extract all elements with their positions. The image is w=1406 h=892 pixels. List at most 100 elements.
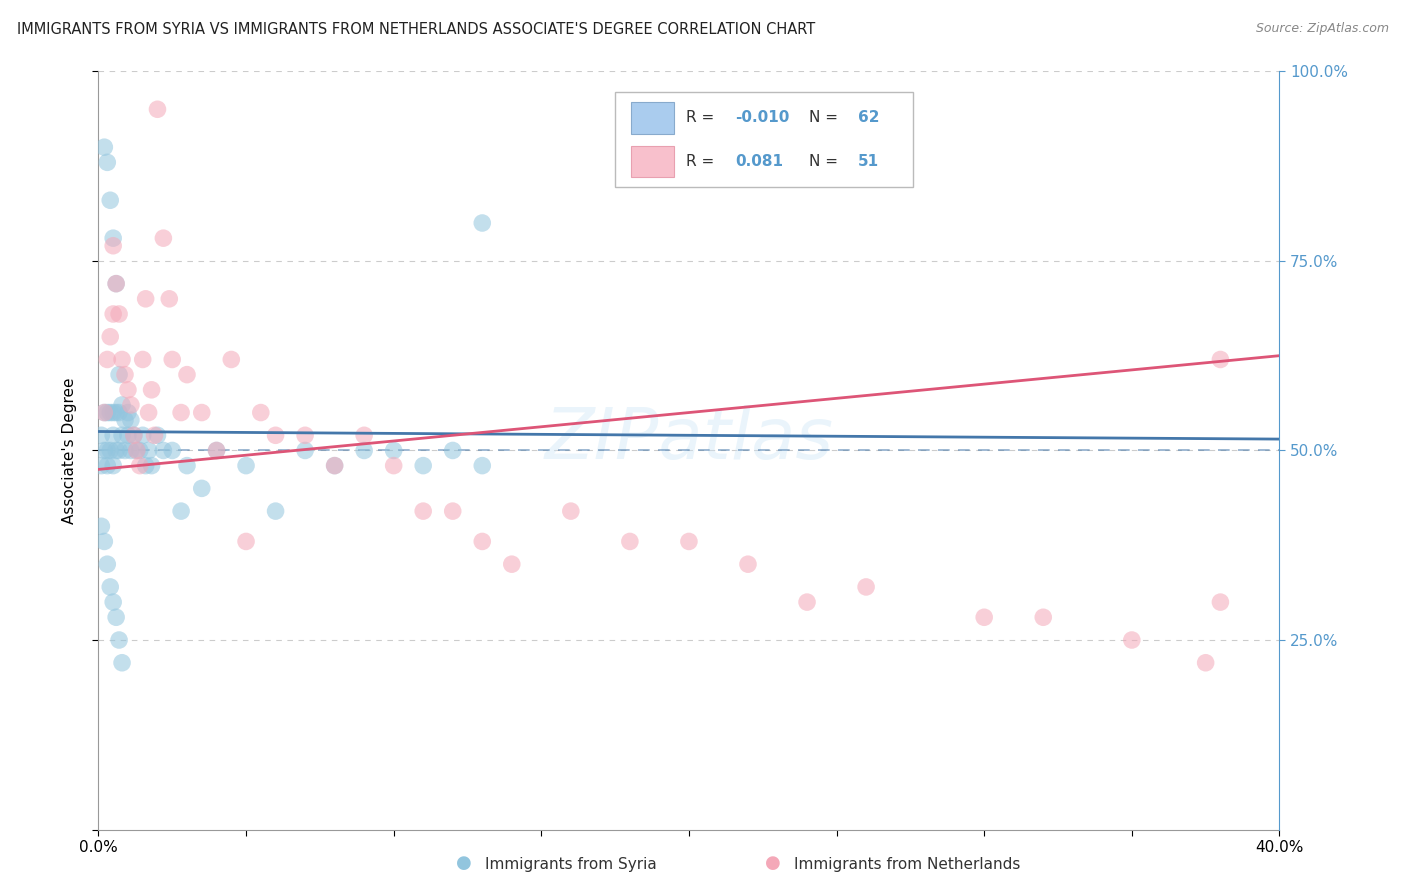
- Point: [122, 428, 145, 442]
- Point: [111, 656, 134, 670]
- Point: [90, 458, 112, 473]
- Text: Source: ZipAtlas.com: Source: ZipAtlas.com: [1256, 22, 1389, 36]
- Point: [191, 405, 214, 420]
- Point: [108, 405, 131, 420]
- Point: [108, 307, 131, 321]
- Y-axis label: Associate's Degree: Associate's Degree: [62, 377, 77, 524]
- Text: Immigrants from Netherlands: Immigrants from Netherlands: [794, 857, 1021, 872]
- Point: [152, 231, 174, 245]
- Point: [125, 443, 148, 458]
- Point: [132, 352, 155, 367]
- Point: [103, 595, 125, 609]
- Point: [120, 413, 142, 427]
- Point: [128, 443, 150, 458]
- Point: [737, 557, 759, 572]
- Point: [441, 504, 464, 518]
- Point: [128, 458, 150, 473]
- Point: [135, 458, 157, 473]
- Point: [122, 428, 145, 442]
- Point: [98, 405, 121, 420]
- Point: [1195, 656, 1218, 670]
- Point: [353, 443, 375, 458]
- Point: [103, 307, 125, 321]
- Point: [382, 458, 405, 473]
- Point: [108, 633, 131, 648]
- Point: [93, 405, 115, 420]
- Point: [205, 443, 228, 458]
- Point: [96, 443, 118, 458]
- Point: [294, 428, 316, 442]
- Point: [412, 458, 434, 473]
- Point: [678, 534, 700, 549]
- Point: [471, 216, 494, 230]
- Point: [103, 238, 125, 253]
- Point: [323, 458, 346, 473]
- Point: [205, 443, 228, 458]
- Point: [141, 383, 163, 397]
- Text: ●: ●: [765, 855, 782, 872]
- Point: [96, 405, 118, 420]
- Point: [108, 368, 131, 382]
- Point: [264, 428, 287, 442]
- Point: [105, 443, 128, 458]
- Point: [120, 398, 142, 412]
- Point: [250, 405, 273, 420]
- Point: [98, 443, 121, 458]
- Point: [96, 557, 118, 572]
- Point: [323, 458, 346, 473]
- Point: [117, 428, 139, 442]
- Point: [170, 504, 193, 518]
- Point: [176, 368, 198, 382]
- Point: [855, 580, 877, 594]
- Point: [103, 231, 125, 245]
- Point: [103, 405, 125, 420]
- Point: [619, 534, 641, 549]
- Point: [382, 443, 405, 458]
- Point: [235, 534, 257, 549]
- Point: [117, 405, 139, 420]
- Point: [162, 352, 183, 367]
- Text: Immigrants from Syria: Immigrants from Syria: [485, 857, 657, 872]
- Point: [138, 443, 160, 458]
- Point: [93, 534, 115, 549]
- Point: [135, 292, 157, 306]
- Point: [1209, 595, 1232, 609]
- Point: [93, 140, 115, 154]
- Text: ZIPatlas: ZIPatlas: [544, 405, 834, 474]
- Point: [105, 277, 128, 291]
- Point: [120, 443, 142, 458]
- Point: [796, 595, 818, 609]
- Point: [143, 428, 166, 442]
- Point: [973, 610, 995, 624]
- Point: [1032, 610, 1054, 624]
- Point: [294, 443, 316, 458]
- Point: [96, 352, 118, 367]
- Point: [235, 458, 257, 473]
- Text: IMMIGRANTS FROM SYRIA VS IMMIGRANTS FROM NETHERLANDS ASSOCIATE'S DEGREE CORRELAT: IMMIGRANTS FROM SYRIA VS IMMIGRANTS FROM…: [17, 22, 815, 37]
- Point: [108, 443, 131, 458]
- Point: [114, 368, 136, 382]
- Point: [103, 428, 125, 442]
- Point: [111, 352, 134, 367]
- Point: [125, 443, 148, 458]
- Point: [105, 610, 128, 624]
- Point: [98, 330, 121, 344]
- Point: [96, 155, 118, 169]
- Point: [221, 352, 243, 367]
- Point: [111, 428, 134, 442]
- Point: [146, 428, 169, 442]
- Point: [176, 458, 198, 473]
- Point: [105, 277, 128, 291]
- Point: [96, 458, 118, 473]
- Point: [138, 405, 160, 420]
- Point: [191, 482, 214, 496]
- Point: [93, 405, 115, 420]
- Point: [114, 443, 136, 458]
- Point: [162, 443, 183, 458]
- Point: [353, 428, 375, 442]
- Point: [471, 534, 494, 549]
- Point: [560, 504, 582, 518]
- Text: ●: ●: [456, 855, 472, 872]
- Point: [412, 504, 434, 518]
- Point: [152, 443, 174, 458]
